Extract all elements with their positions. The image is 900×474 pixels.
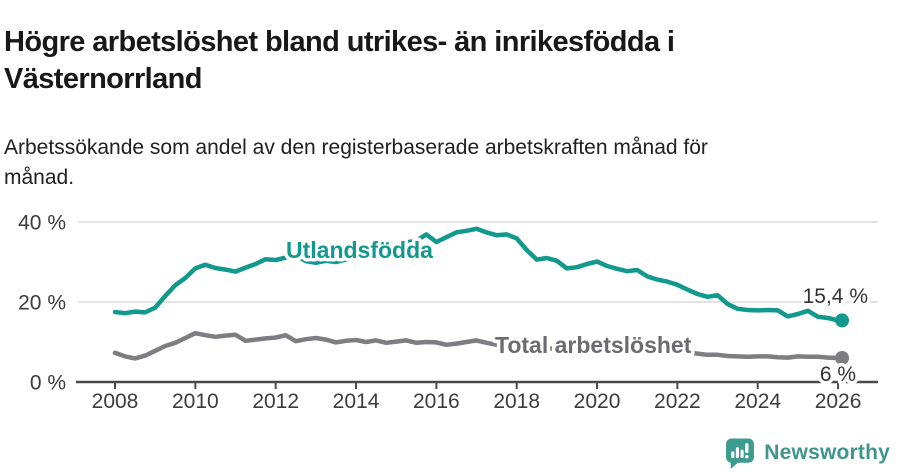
x-tick-label-2016: 2016 (413, 390, 460, 413)
series-end-value-total: 6 % (820, 363, 856, 386)
newsworthy-logo[interactable]: Newsworthy (725, 437, 890, 469)
y-tick-label-40: 40 % (18, 212, 66, 235)
x-tick-label-2020: 2020 (574, 390, 621, 413)
page-title-line-1: Högre arbetslöshet bland utrikes- än inr… (4, 26, 675, 59)
line-chart: 0 % 20 % 40 % 2008 2010 2012 2014 2016 2018 2020 2… (18, 212, 878, 414)
series-end-dot-utlandsfodda (835, 313, 850, 328)
chart-labels: 0 % 20 % 40 % 2008 2010 2012 2014 2016 2018 2020 2… (18, 212, 871, 414)
page-title-line-2: Västernorrland (4, 63, 202, 96)
chart-subtitle: Arbetssökande som andel av den registerb… (4, 133, 864, 193)
brand-name: Newsworthy (764, 441, 890, 464)
x-tick-label-2014: 2014 (333, 390, 380, 413)
series-line-total (112, 330, 841, 361)
chart-subtitle-line-2: månad. (4, 166, 75, 189)
x-tick-label-2012: 2012 (252, 390, 299, 413)
series-end-value-utlandsfodda: 15,4 % (803, 285, 868, 308)
x-tick-label-2008: 2008 (92, 390, 139, 413)
speech-bubble-bar-chart-icon (726, 438, 755, 469)
x-tick-label-2010: 2010 (172, 390, 219, 413)
x-axis (76, 380, 878, 389)
x-tick-label-2026: 2026 (815, 390, 862, 413)
y-tick-label-20: 20 % (18, 292, 66, 315)
x-tick-label-2024: 2024 (734, 390, 781, 413)
series-end-dot-total (835, 351, 850, 365)
x-tick-label-2022: 2022 (654, 390, 701, 413)
chart-subtitle-line-1: Arbetssökande som andel av den registerb… (4, 136, 708, 159)
gridlines (78, 221, 878, 303)
y-tick-label-0: 0 % (30, 372, 66, 395)
x-tick-label-2018: 2018 (493, 390, 540, 413)
series-label-total: Total arbetslöshet (495, 332, 692, 358)
series-lines (112, 226, 841, 361)
page-title: Högre arbetslöshet bland utrikes- än inr… (4, 24, 844, 98)
series-line-utlandsfodda (112, 226, 841, 323)
series-label-utlandsfodda: Utlandsfödda (286, 237, 433, 263)
